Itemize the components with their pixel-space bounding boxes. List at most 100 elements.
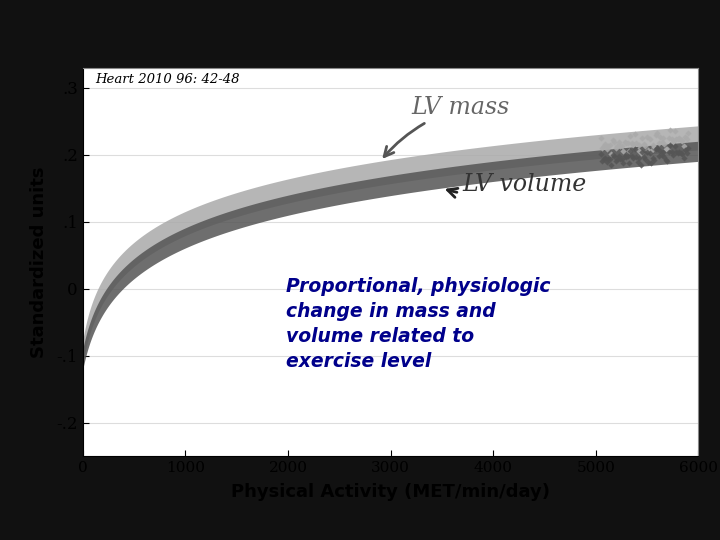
Point <box>641 147 652 156</box>
Point <box>621 153 632 161</box>
Point <box>675 136 686 144</box>
Text: LV mass: LV mass <box>384 96 509 157</box>
Point <box>652 144 663 152</box>
Point <box>608 152 620 161</box>
Point <box>600 140 611 149</box>
Y-axis label: Standardized units: Standardized units <box>30 166 48 357</box>
Point <box>683 143 694 152</box>
Text: LV volume: LV volume <box>447 173 587 197</box>
Point <box>624 146 635 155</box>
Point <box>635 160 647 169</box>
Point <box>657 148 669 157</box>
Point <box>603 155 614 164</box>
Point <box>681 135 693 144</box>
Point <box>647 153 658 162</box>
Point <box>677 136 688 145</box>
Point <box>675 149 686 158</box>
Point <box>672 148 683 157</box>
Point <box>607 136 618 145</box>
Point <box>604 154 616 163</box>
Point <box>642 145 654 154</box>
Point <box>667 138 679 147</box>
Point <box>607 151 618 159</box>
Point <box>595 149 607 158</box>
Point <box>645 147 657 156</box>
Point <box>669 141 680 150</box>
Point <box>597 157 608 166</box>
X-axis label: Physical Activity (MET/min/day): Physical Activity (MET/min/day) <box>231 483 550 502</box>
Point <box>636 148 648 157</box>
Point <box>680 132 691 141</box>
Point <box>644 135 655 144</box>
Point <box>638 153 649 162</box>
Point <box>644 149 655 158</box>
Point <box>597 144 608 153</box>
Point <box>669 126 680 135</box>
Point <box>614 141 626 150</box>
Point <box>641 133 652 141</box>
Point <box>610 144 621 152</box>
Point <box>638 140 649 149</box>
Point <box>600 153 611 162</box>
Point <box>662 156 673 165</box>
Point <box>595 134 607 143</box>
Point <box>639 141 651 150</box>
Point <box>652 129 663 137</box>
Point <box>601 158 613 166</box>
Point <box>642 157 654 166</box>
Point <box>613 152 624 160</box>
Point <box>626 152 638 161</box>
Point <box>677 150 688 158</box>
Text: Heart 2010 96: 42-48: Heart 2010 96: 42-48 <box>95 73 240 86</box>
Point <box>680 146 691 155</box>
Point <box>662 145 673 153</box>
Point <box>663 134 675 143</box>
Point <box>659 140 670 149</box>
Point <box>626 138 638 147</box>
Text: Proportional, physiologic
change in mass and
volume related to
exercise level: Proportional, physiologic change in mass… <box>286 278 551 372</box>
Point <box>653 138 665 147</box>
Point <box>663 148 675 157</box>
Point <box>683 129 694 137</box>
Point <box>635 149 647 158</box>
Point <box>665 141 676 150</box>
Point <box>649 155 660 164</box>
Point <box>614 154 626 163</box>
Point <box>657 134 669 143</box>
Point <box>625 146 636 155</box>
Point <box>670 134 682 143</box>
Point <box>622 152 634 161</box>
Point <box>666 148 678 157</box>
Point <box>616 141 627 150</box>
Point <box>628 154 639 163</box>
Point <box>678 141 690 150</box>
Point <box>625 132 636 140</box>
Point <box>611 154 623 163</box>
Point <box>621 139 632 148</box>
Point <box>608 138 620 146</box>
Point <box>670 148 682 157</box>
Point <box>603 141 614 150</box>
Point <box>613 138 624 146</box>
Point <box>604 141 616 150</box>
Point <box>617 147 629 156</box>
Point <box>611 141 623 150</box>
Point <box>665 125 676 134</box>
Point <box>629 145 641 153</box>
Point <box>659 153 670 161</box>
Point <box>673 134 685 143</box>
Point <box>645 159 657 167</box>
Point <box>628 141 639 150</box>
Point <box>649 143 660 152</box>
Point <box>650 145 662 154</box>
Point <box>656 151 667 159</box>
Point <box>650 130 662 139</box>
Point <box>636 133 648 142</box>
Point <box>616 154 627 163</box>
Point <box>681 148 693 157</box>
Point <box>667 151 679 160</box>
Point <box>598 141 610 150</box>
Point <box>666 134 678 143</box>
Point <box>660 144 672 153</box>
Point <box>653 152 665 160</box>
